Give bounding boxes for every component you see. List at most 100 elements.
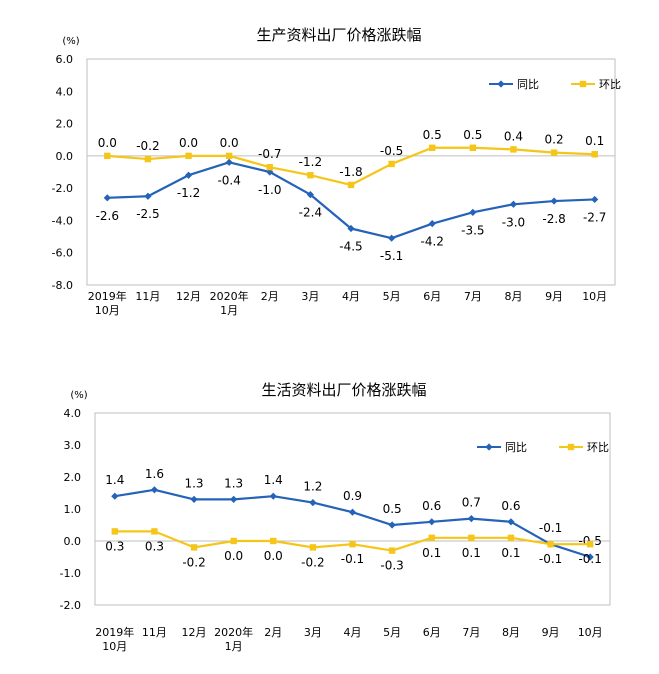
data-label-mom: 0.1	[422, 546, 441, 560]
data-point-mom	[469, 144, 477, 151]
legend: 同比 环比	[489, 78, 621, 91]
x-tick-label: 5月	[383, 290, 401, 303]
y-unit-label: (%)	[62, 36, 79, 47]
data-point-yoy	[348, 508, 357, 516]
data-point-yoy	[190, 495, 198, 503]
data-point-yoy	[509, 200, 518, 208]
data-point-mom	[225, 152, 233, 160]
data-point-yoy	[550, 197, 558, 205]
data-label-yoy: -2.6	[96, 209, 119, 223]
x-tick-label: 2019年	[95, 625, 134, 639]
data-point-mom	[388, 547, 396, 554]
y-tick-label: 3.0	[64, 439, 82, 452]
data-point-mom	[104, 152, 111, 160]
legend-marker-mom	[579, 80, 587, 88]
data-point-yoy	[309, 499, 317, 507]
y-tick-label: 2.0	[56, 118, 74, 131]
x-tick-label: 4月	[344, 626, 362, 639]
y-tick-label: -1.0	[60, 567, 81, 580]
legend-label-yoy: 同比	[517, 78, 539, 91]
data-label-yoy: 1.6	[145, 467, 164, 481]
x-tick-label: 2020年	[214, 625, 253, 639]
data-label-mom: 0.0	[98, 136, 117, 150]
data-label-mom: -0.1	[539, 552, 562, 566]
data-point-yoy	[225, 158, 233, 166]
data-label-yoy: 1.2	[303, 480, 322, 494]
data-point-mom	[468, 534, 475, 541]
data-point-yoy	[469, 208, 477, 216]
plot-frame	[86, 58, 616, 286]
y-unit-label: (%)	[70, 390, 87, 401]
data-point-mom	[266, 163, 273, 171]
data-label-mom: 0.0	[224, 549, 243, 563]
y-tick-label: -6.0	[52, 247, 73, 260]
data-label-mom: 0.1	[501, 546, 520, 560]
y-tick-label: 1.0	[64, 503, 82, 516]
data-label-yoy: 1.4	[105, 473, 124, 487]
y-tick-label: -8.0	[52, 279, 73, 292]
legend-label-yoy: 同比	[505, 441, 527, 454]
x-tick-label: 6月	[423, 290, 441, 303]
data-point-mom	[586, 541, 594, 548]
legend: 同比 环比	[477, 441, 609, 454]
data-label-mom: 0.0	[179, 136, 198, 150]
y-tick-label: -2.0	[60, 599, 81, 612]
data-point-yoy	[586, 553, 594, 561]
data-label-mom: -0.2	[301, 555, 324, 569]
x-tick-label: 10月	[578, 626, 603, 639]
data-point-yoy	[111, 492, 119, 500]
data-label-yoy: 1.3	[224, 476, 243, 490]
x-tick-label: 10月	[582, 290, 607, 303]
data-label-mom: -1.2	[299, 155, 322, 169]
x-tick-label: 9月	[545, 290, 563, 303]
data-label-mom: -0.5	[380, 144, 403, 158]
chart-title: 生产资料出厂价格涨跌幅	[256, 26, 421, 44]
data-label-mom: 0.0	[220, 136, 239, 150]
x-tick-label: 9月	[542, 626, 560, 639]
x-tick-label: 3月	[301, 290, 319, 303]
data-label-mom: 0.5	[463, 128, 482, 142]
data-point-mom	[151, 528, 158, 535]
data-point-yoy	[184, 171, 193, 179]
y-tick-label: -2.0	[52, 182, 73, 195]
data-label-yoy: -0.1	[539, 521, 562, 535]
data-point-yoy	[150, 486, 159, 494]
y-tick-label: -4.0	[52, 214, 73, 227]
data-point-yoy	[591, 195, 599, 204]
data-label-mom: -1.8	[339, 165, 362, 179]
data-label-mom: -0.3	[380, 559, 403, 573]
legend-label-mom: 环比	[599, 78, 621, 91]
data-point-mom	[307, 172, 314, 179]
data-point-mom	[190, 544, 198, 551]
data-label-yoy: -4.5	[339, 240, 362, 254]
data-point-yoy	[388, 234, 396, 242]
data-label-mom: 0.4	[504, 129, 523, 143]
data-point-yoy	[269, 492, 277, 500]
x-tick-label: 11月	[142, 626, 167, 639]
data-point-mom	[230, 537, 237, 545]
x-tick-label: 1月	[225, 640, 243, 653]
data-point-mom	[429, 144, 436, 151]
data-label-yoy: -1.2	[177, 186, 200, 200]
x-tick-label: 8月	[504, 290, 522, 303]
data-label-yoy: 0.6	[501, 499, 520, 513]
data-label-yoy: -2.8	[542, 212, 565, 226]
data-label-mom: 0.3	[145, 539, 164, 553]
x-tick-label: 4月	[342, 290, 360, 303]
data-label-yoy: 0.7	[462, 496, 481, 510]
data-label-yoy: 0.6	[422, 499, 441, 513]
data-label-mom: -0.1	[578, 552, 601, 566]
data-label-mom: -0.2	[182, 555, 205, 569]
data-label-mom: 0.3	[105, 539, 124, 553]
data-point-mom	[388, 160, 395, 168]
data-label-yoy: -2.5	[136, 207, 159, 221]
data-point-mom	[428, 534, 435, 541]
x-tick-label: 7月	[462, 626, 480, 639]
x-tick-label: 11月	[135, 290, 160, 303]
data-label-yoy: -1.0	[258, 183, 281, 197]
data-label-mom: 0.2	[545, 133, 564, 147]
data-label-yoy: -5.1	[380, 249, 403, 263]
data-label-mom: -0.7	[258, 147, 281, 161]
data-point-mom	[309, 544, 317, 551]
chart-2: 生活资料出厂价格涨跌幅 (%) 4.0 3.0 2.0 1.0 0.0 -1.0 -2.0 201…	[60, 381, 611, 653]
